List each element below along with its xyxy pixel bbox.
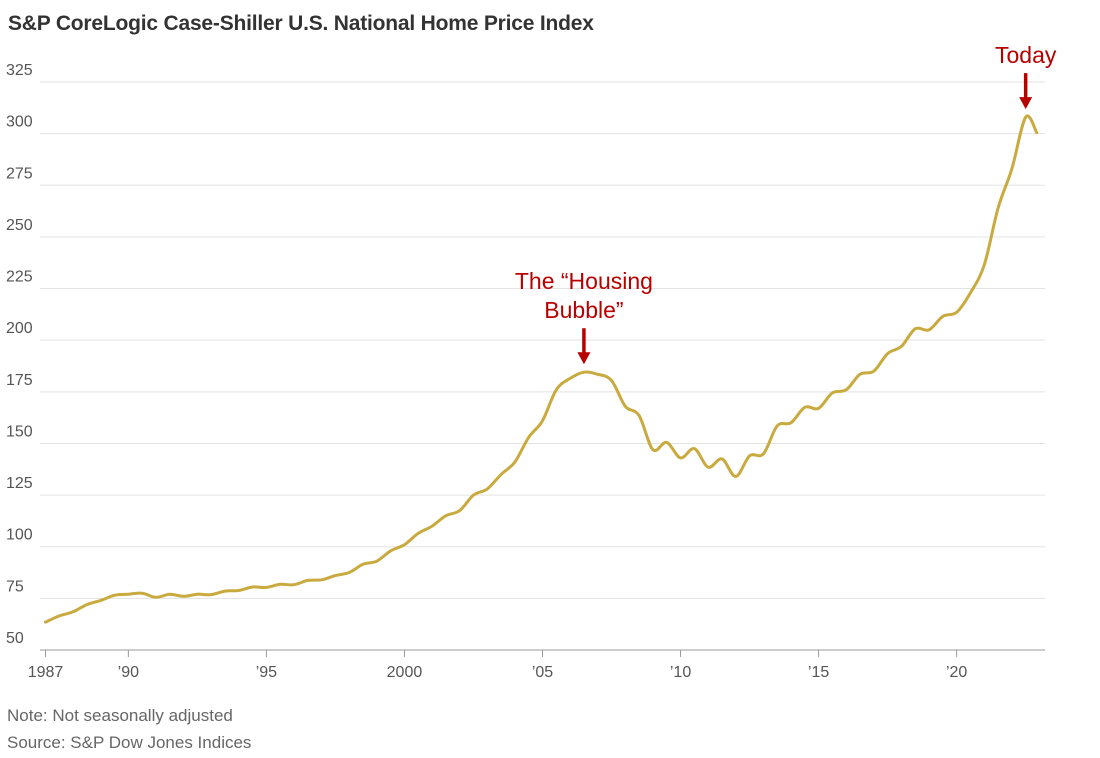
y-tick-label: 100 (6, 527, 33, 544)
y-tick-label: 325 (6, 62, 33, 79)
chart-title: S&P CoreLogic Case-Shiller U.S. National… (8, 12, 594, 35)
y-axis-ticks: 50 75 100 125 150 175 200 225 250 275 300 325 (6, 62, 33, 647)
x-tick-label: 2000 (387, 664, 423, 681)
y-tick-label: 250 (6, 217, 33, 234)
annotation-arrow-head (577, 352, 591, 365)
x-tick-label: ’90 (118, 664, 139, 681)
chart-source: Source: S&P Dow Jones Indices (7, 733, 252, 752)
annotation-text: The “Housing (515, 268, 653, 294)
y-tick-label: 150 (6, 423, 33, 440)
x-tick-label: ’10 (670, 664, 691, 681)
annotation-text: Today (995, 42, 1057, 68)
series-layer (44, 114, 1039, 624)
annotation-arrow-head (1019, 97, 1033, 110)
y-tick-label: 125 (6, 475, 33, 492)
gridlines (40, 81, 1045, 651)
y-tick-label: 200 (6, 320, 33, 337)
x-tick-label: ’20 (946, 664, 967, 681)
y-tick-label: 225 (6, 269, 33, 286)
annotation-text: Bubble” (544, 297, 623, 323)
x-tick-label: ’05 (532, 664, 553, 681)
y-tick-label: 75 (6, 578, 24, 595)
x-axis: 1987 ’90 ’95 2000 ’05 ’10 ’15 ’20 (28, 650, 967, 681)
x-tick-label: ’95 (256, 664, 277, 681)
x-tick-label: ’15 (808, 664, 829, 681)
chart-note: Note: Not seasonally adjusted (7, 706, 233, 725)
x-tick-label: 1987 (28, 664, 64, 681)
series-line (44, 114, 1039, 624)
y-tick-label: 50 (6, 630, 24, 647)
y-tick-label: 275 (6, 165, 33, 182)
y-tick-label: 175 (6, 372, 33, 389)
annotations-layer: The “Housing Bubble” Today (515, 42, 1057, 365)
y-tick-label: 300 (6, 114, 33, 131)
